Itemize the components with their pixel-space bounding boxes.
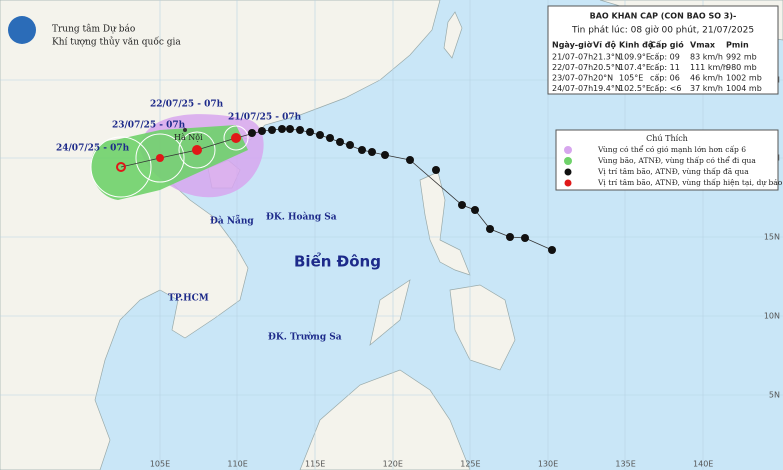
table-header: Kinh độ	[619, 41, 654, 50]
lat-label: 10N	[764, 312, 780, 321]
info-issued: Tin phát lúc: 08 giờ 00 phút, 21/07/2025	[571, 25, 754, 36]
agency: Trung tâm Dự báo	[52, 24, 135, 35]
table-header: Pmin	[726, 41, 749, 50]
table-cell: cấp: 06	[650, 73, 680, 83]
table-header: Vĩ độ	[593, 41, 616, 50]
lon-label: 135E	[615, 460, 635, 469]
legend-item: Vùng có thể có gió mạnh lớn hơn cấp 6	[597, 145, 746, 154]
legend-box	[555, 129, 779, 191]
taiwan	[443, 11, 463, 59]
place: ĐK. Trường Sa	[268, 332, 342, 343]
lat-label: 15N	[764, 233, 780, 242]
table-cell: 105°E	[619, 74, 643, 83]
hanoi-dot	[183, 128, 187, 132]
table-cell: 37 km/h	[690, 84, 723, 93]
legend-swatch	[564, 179, 572, 187]
table-cell: 992 mb	[726, 53, 757, 62]
legend-swatch	[564, 168, 572, 176]
table-cell: 21/07-07h	[552, 53, 593, 62]
table-cell: 980 mb	[726, 63, 757, 72]
table-cell: 19.4°N	[593, 84, 621, 93]
lon-label: 125E	[460, 460, 480, 469]
table-cell: 20.5°N	[593, 63, 621, 72]
legend-swatch	[564, 146, 572, 154]
place: ĐK. Hoàng Sa	[266, 212, 337, 223]
table-cell: cấp: 11	[650, 62, 680, 72]
track-label: 22/07/25 - 07h	[150, 100, 224, 110]
lon-label: 115E	[305, 460, 325, 469]
table-cell: 1004 mb	[726, 84, 762, 93]
table-cell: 83 km/h	[690, 53, 723, 62]
lon-label: 105E	[150, 460, 170, 469]
table-cell: cấp: <6	[650, 83, 681, 93]
lon-label: 140E	[693, 460, 713, 469]
past-positions	[248, 125, 556, 254]
legend-title: Chú Thích	[646, 134, 688, 143]
table-cell: 21.3°N	[593, 53, 621, 62]
track-label: 21/07/25 - 07h	[228, 113, 302, 123]
palawan	[369, 279, 411, 346]
agency-sub: Khí tượng thủy văn quốc gia	[52, 37, 181, 48]
table-cell: 20°N	[593, 74, 613, 83]
forecast-circles	[90, 125, 249, 198]
table-cell: 107.4°E	[619, 63, 651, 72]
table-cell: 22/07-07h	[552, 63, 593, 72]
legend-swatch	[564, 157, 572, 165]
table-cell: 111 km/h	[690, 63, 728, 72]
mindanao	[449, 284, 516, 371]
table-cell: 23/07-07h	[552, 74, 593, 83]
sea-name: Biển Đông	[294, 252, 381, 271]
legend-item: Vị trí tâm bão, ATNĐ, vùng thấp đã qua	[597, 167, 749, 176]
forecast-cone	[90, 125, 248, 200]
table-cell: 109.9°E	[619, 53, 651, 62]
table-cell: cấp: 09	[650, 52, 680, 62]
forecast-positions	[116, 133, 241, 172]
place: Đà Nẵng	[210, 215, 254, 227]
mainland	[0, 0, 441, 470]
info-box	[547, 5, 779, 95]
table-cell: 102.5°E	[619, 84, 651, 93]
legend-item: Vùng bão, ATNĐ, vùng thấp có thể đi qua	[597, 156, 756, 165]
track-label: 23/07/25 - 07h	[112, 121, 186, 131]
lat-label: 5N	[769, 391, 780, 400]
table-cell: 1002 mb	[726, 74, 762, 83]
place: Hà Nội	[174, 133, 203, 142]
track-label: 24/07/25 - 07h	[56, 144, 130, 154]
table-header: Cấp gió	[650, 40, 684, 50]
lon-label: 130E	[538, 460, 558, 469]
table-cell: 46 km/h	[690, 74, 723, 83]
place: TP.HCM	[168, 294, 209, 304]
lon-label: 110E	[227, 460, 247, 469]
table-header: Ngày-giờ	[552, 40, 593, 50]
table-header: Vmax	[690, 41, 716, 50]
lon-label: 120E	[383, 460, 403, 469]
table-cell: 24/07-07h	[552, 84, 593, 93]
info-title: BAO KHAN CAP (CON BAO SO 3)-	[590, 12, 737, 21]
legend-item: Vị trí tâm bão, ATNĐ, vùng thấp hiện tại…	[597, 178, 783, 187]
logo	[8, 16, 36, 44]
